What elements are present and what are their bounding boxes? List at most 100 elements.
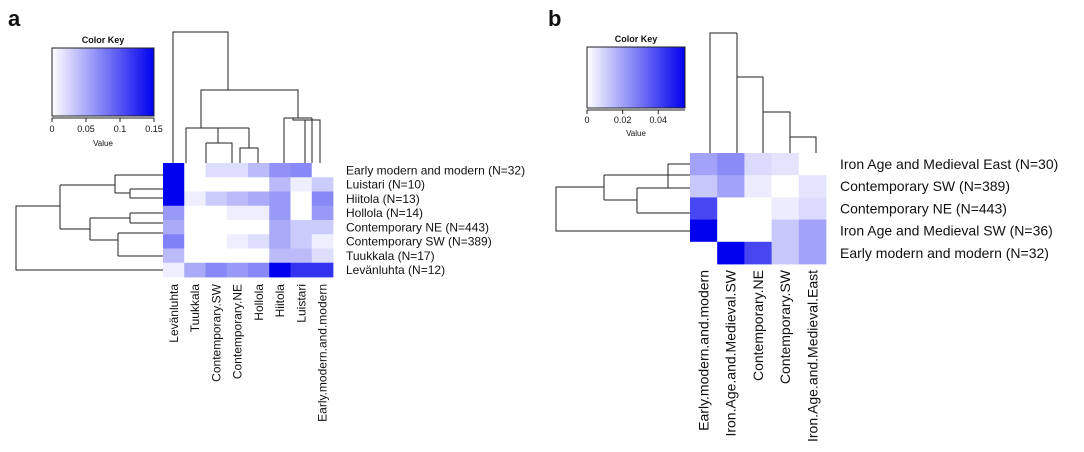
heatmap-cell: [744, 175, 772, 198]
column-label: Contemporary.NE: [750, 270, 766, 381]
heatmap-cell: [184, 248, 206, 264]
heatmap-cell: [269, 177, 291, 192]
heatmap-cell: [205, 220, 228, 235]
heatmap-cell: [226, 248, 249, 264]
heatmap-cell: [744, 197, 772, 220]
heatmap-cell: [311, 177, 334, 192]
heatmap-cell: [184, 262, 206, 278]
heatmap-cell: [184, 191, 206, 207]
heatmap-cell: [205, 191, 228, 207]
heatmap-cell: [798, 241, 827, 265]
heatmap-cell: [744, 219, 772, 243]
row-label: Levänluhta (N=12): [346, 263, 445, 277]
heatmap-cell: [690, 175, 718, 198]
heatmap-cell: [290, 163, 313, 178]
heatmap-cell: [226, 177, 249, 192]
heatmap-cell: [184, 177, 206, 192]
color-key-tick-label: 0.1: [114, 124, 127, 134]
column-label: Hiitola: [273, 284, 287, 318]
heatmap-cell: [798, 219, 827, 243]
dendrogram-branch: [803, 136, 817, 153]
heatmap-cell: [798, 175, 827, 198]
heatmap-cell: [771, 175, 800, 198]
dendrogram-branch: [15, 205, 163, 271]
column-label: Luistari: [294, 284, 308, 323]
heatmap-cell: [269, 163, 291, 178]
panel-a-label: a: [8, 6, 21, 31]
heatmap-cell: [771, 197, 800, 220]
heatmap-cell: [717, 219, 745, 243]
column-label: Contemporary.SW: [777, 269, 793, 384]
column-label: Iron.Age.and.Medieval.East: [804, 270, 820, 442]
heatmap-cell: [269, 262, 291, 278]
heatmap-cell: [248, 205, 270, 221]
column-label: Early.modern.and.modern: [696, 270, 712, 431]
heatmap-cell: [771, 241, 800, 265]
color-key-tick-label: 0.02: [614, 115, 632, 125]
heatmap-cell: [226, 220, 249, 235]
heatmap-cell: [226, 163, 249, 178]
heatmap-cell: [311, 248, 334, 264]
heatmap-cell: [205, 262, 228, 278]
heatmap-cell: [690, 197, 718, 220]
dendrogram-branch: [763, 111, 791, 137]
panel-b-heatmap: Iron Age and Medieval East (N=30) Contemp…: [555, 32, 1058, 442]
panel-b-label: b: [548, 6, 561, 31]
color-key-axis-label: Value: [626, 129, 646, 138]
row-label: Iron Age and Medieval SW (N=36): [840, 223, 1053, 239]
row-label: Hollola (N=14): [346, 206, 423, 220]
column-label: Tuukkala: [188, 284, 202, 333]
color-key-tick-label: 0: [584, 115, 589, 125]
heatmap-cell: [163, 220, 185, 235]
heatmap-cell: [226, 191, 249, 207]
heatmap-cell: [205, 205, 228, 221]
heatmap-cell: [290, 248, 313, 264]
dendrogram-branch: [709, 32, 737, 153]
heatmap-cell: [269, 205, 291, 221]
row-label: Contemporary SW (N=389): [346, 235, 492, 249]
column-dendrogram: [709, 32, 817, 153]
heatmap-cell: [226, 262, 249, 278]
row-label: Tuukkala (N=17): [346, 249, 435, 263]
heatmap-cell: [184, 220, 206, 235]
heatmap-cell: [798, 153, 827, 176]
panel-a-heatmap: Early modern and modern (N=32)Luistari (…: [15, 31, 525, 422]
heatmap-cell: [248, 248, 270, 264]
heatmap-cell: [311, 262, 334, 278]
color-key-bar: [586, 46, 686, 109]
column-label: Contemporary.SW: [209, 283, 223, 381]
row-label: Contemporary NE (N=443): [840, 200, 1007, 216]
heatmap-cell: [184, 163, 206, 178]
heatmap-cell: [163, 191, 185, 207]
heatmap-cell: [248, 220, 270, 235]
column-dendrogram: [172, 31, 321, 163]
heatmap-cell: [226, 205, 249, 221]
color-key-tick-label: 0.04: [650, 115, 668, 125]
color-key-tick-label: 0: [49, 124, 54, 134]
column-label: Hollola: [252, 284, 266, 321]
color-key-axis-label: Value: [93, 139, 113, 148]
heatmap-cell: [311, 163, 334, 178]
column-label: Iron.Age.and.Medieval.SW: [723, 269, 739, 436]
heatmap-cell: [744, 153, 772, 176]
heatmap-cell: [771, 153, 800, 176]
row-label: Hiitola (N=13): [346, 192, 420, 206]
heatmap-cell: [690, 241, 718, 265]
heatmap-cell: [248, 262, 270, 278]
dendrogram-branch: [555, 186, 690, 232]
column-label: Levänluhta: [167, 284, 181, 343]
color-key-tick-label: 0.15: [145, 124, 163, 134]
dendrogram-branch: [206, 142, 233, 163]
heatmap-cell: [269, 248, 291, 264]
heatmap-cell: [184, 205, 206, 221]
heatmap-cell: [205, 163, 228, 178]
row-label: Early modern and modern (N=32): [346, 163, 525, 177]
heatmap-cell: [311, 234, 334, 249]
dendrogram-branch: [249, 147, 259, 163]
row-dendrogram: [555, 163, 690, 232]
heatmap-cell: [690, 153, 718, 176]
heatmap-cell: [798, 197, 827, 220]
column-label: Early.modern.and.modern: [316, 284, 330, 422]
heatmap-cell: [248, 163, 270, 178]
dendrogram-branch: [292, 118, 321, 163]
